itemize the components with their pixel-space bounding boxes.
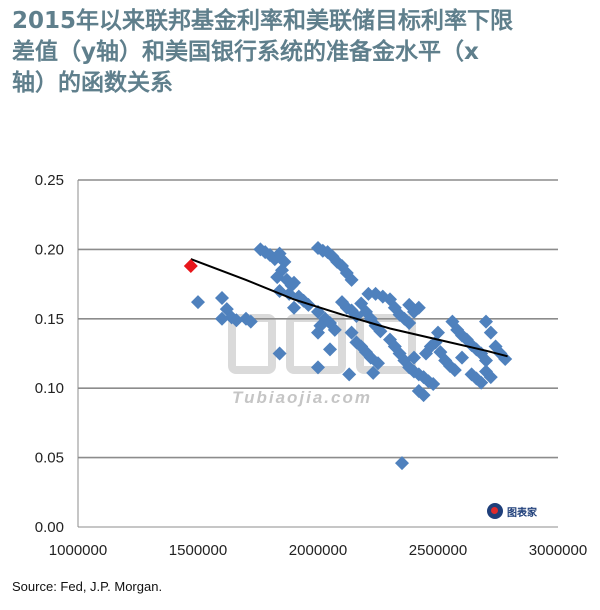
y-tick-label: 0.25 — [35, 172, 64, 189]
data-point — [447, 363, 462, 378]
chart-title: 2015年以来联邦基金利率和美联储目标利率下限 差值（y轴）和美国银行系统的准备… — [12, 6, 588, 99]
source-note: Source: Fed, J.P. Morgan. — [12, 579, 163, 594]
data-point — [344, 325, 359, 340]
data-point — [479, 353, 493, 368]
data-point — [327, 322, 342, 337]
x-tick-label: 3000000 — [529, 542, 587, 559]
data-points — [191, 241, 513, 471]
data-point — [373, 324, 388, 339]
logo-text: 图表家 — [507, 507, 537, 519]
trend-line — [190, 258, 508, 358]
title-line-2: 差值（y轴）和美国银行系统的准备金水平（x — [12, 39, 479, 65]
data-point — [191, 295, 205, 310]
axes — [77, 180, 558, 528]
y-tick-label: 0.05 — [35, 450, 64, 467]
data-point — [344, 272, 359, 287]
data-point — [215, 290, 229, 305]
scatter-chart: 0.00 0.05 0.10 0.15 0.20 0.25 1000000 1500000 2… — [35, 172, 587, 559]
y-tick-label: 0.10 — [35, 380, 64, 397]
data-point — [483, 325, 498, 340]
x-tick-label: 2000000 — [289, 542, 347, 559]
x-tick-labels: 1000000 1500000 2000000 2500000 3000000 — [49, 542, 587, 559]
data-point — [215, 311, 229, 326]
watermark-logo: 图表家 — [487, 500, 557, 522]
data-point — [402, 315, 417, 330]
data-point — [483, 370, 498, 385]
data-point — [455, 350, 469, 365]
watermark-text: Tubiaojia.com — [232, 388, 372, 407]
data-point — [287, 275, 301, 290]
highlight-point — [183, 259, 198, 274]
data-point — [402, 297, 417, 312]
data-point — [323, 342, 337, 357]
data-point — [479, 314, 493, 329]
y-tick-label: 0.00 — [35, 519, 64, 536]
data-point — [474, 375, 489, 390]
data-point — [371, 356, 385, 371]
data-point — [311, 325, 325, 340]
title-line-3: 轴）的函数关系 — [12, 70, 173, 96]
data-point — [366, 365, 381, 380]
data-point — [243, 314, 258, 329]
x-tick-label: 1000000 — [49, 542, 107, 559]
y-tick-label: 0.15 — [35, 311, 64, 328]
highlight-point-layer — [183, 259, 198, 274]
data-point — [395, 456, 409, 471]
data-point — [426, 377, 441, 392]
data-point — [229, 313, 244, 328]
logo-icon — [487, 503, 503, 519]
data-point — [311, 360, 325, 375]
data-point — [431, 325, 445, 340]
data-point — [342, 367, 357, 382]
trend-curve — [190, 258, 508, 358]
data-point — [416, 388, 431, 403]
data-point — [272, 346, 287, 361]
x-tick-label: 2500000 — [409, 542, 467, 559]
y-tick-labels: 0.00 0.05 0.10 0.15 0.20 0.25 — [35, 172, 64, 536]
y-tick-label: 0.20 — [35, 241, 64, 258]
x-tick-label: 1500000 — [169, 542, 227, 559]
data-point — [407, 350, 421, 365]
data-point — [287, 300, 301, 315]
title-line-1: 2015年以来联邦基金利率和美联储目标利率下限 — [12, 8, 514, 34]
data-point — [361, 286, 376, 301]
